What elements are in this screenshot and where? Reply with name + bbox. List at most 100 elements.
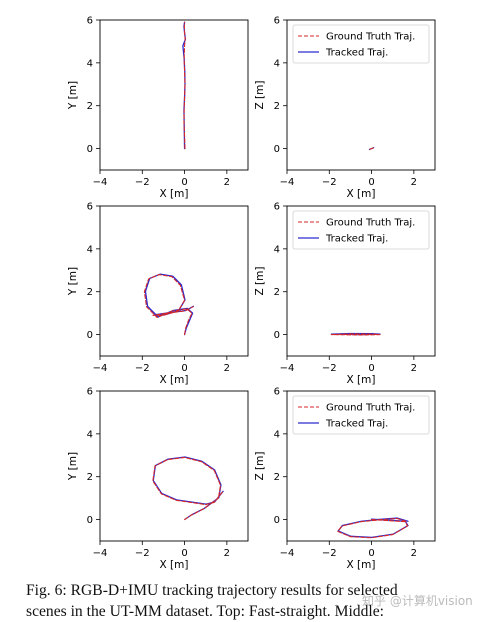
x-axis-label: X [m] — [160, 188, 189, 200]
ground-truth-trajectory-line — [337, 517, 409, 539]
y-tick-label: 0 — [274, 515, 280, 526]
panel-xz-row2: −4 −2 0 2 0 2 4 6 X [m] Z [m] Ground Truth Traj. Tr… — [254, 387, 436, 571]
legend-box — [292, 24, 430, 64]
y-tick-label: 6 — [87, 387, 93, 398]
x-tick-label: 0 — [368, 177, 374, 188]
plot-data — [152, 456, 224, 521]
y-tick-label: 4 — [87, 58, 93, 69]
x-tick-label: 0 — [181, 363, 187, 374]
x-tick-label: −2 — [322, 363, 337, 374]
x-axis-label: X [m] — [347, 559, 376, 571]
plot-data — [368, 147, 375, 151]
x-tick-label: −4 — [93, 363, 108, 374]
legend-ground-truth-label: Ground Truth Traj. — [326, 218, 415, 229]
x-tick-label: 2 — [224, 177, 230, 188]
legend: Ground Truth Traj. Tracked Traj. — [292, 395, 430, 435]
ground-truth-trajectory-line — [152, 456, 224, 521]
ground-truth-trajectory-line — [369, 147, 374, 150]
y-tick-label: 6 — [87, 16, 93, 27]
x-axis-label: X [m] — [160, 374, 189, 386]
x-tick-label: −2 — [135, 363, 150, 374]
legend: Ground Truth Traj. Tracked Traj. — [292, 210, 430, 250]
y-tick-label: 4 — [87, 429, 93, 440]
plot-data — [330, 332, 381, 336]
y-tick-label: 0 — [87, 515, 93, 526]
y-tick-label: 2 — [87, 101, 93, 112]
x-tick-label: −4 — [280, 548, 295, 559]
y-tick-label: 6 — [87, 202, 93, 213]
legend-ground-truth-label: Ground Truth Traj. — [326, 32, 415, 43]
y-tick-label: 4 — [274, 429, 280, 440]
x-tick-label: −4 — [93, 177, 108, 188]
x-tick-label: 0 — [181, 548, 187, 559]
y-axis-label: Y [m] — [67, 452, 79, 481]
y-axis-label: Y [m] — [67, 81, 79, 110]
y-tick-label: 2 — [87, 472, 93, 483]
y-axis-label: Y [m] — [67, 267, 79, 296]
y-tick-label: 0 — [87, 330, 93, 341]
panel-xz-row0: −4 −2 0 2 0 2 4 6 X [m] Z [m] Ground Truth Traj. Tr… — [254, 16, 436, 200]
panel-xy-row2: −4 −2 0 2 0 2 4 6 X [m] Y [m] — [67, 387, 249, 571]
x-axis-label: X [m] — [347, 374, 376, 386]
plot-frame — [99, 205, 249, 357]
legend-tracked-label: Tracked Traj. — [325, 48, 388, 59]
caption-line-2: scenes in the UT-MM dataset. Top: Fast-s… — [26, 603, 384, 620]
y-tick-label: 6 — [274, 387, 280, 398]
y-tick-label: 4 — [274, 58, 280, 69]
y-axis-label: Z [m] — [254, 452, 266, 481]
panel-xy-row0: −4 −2 0 2 0 2 4 6 X [m] Y [m] — [67, 16, 249, 200]
y-tick-label: 0 — [87, 144, 93, 155]
tracked-trajectory-line — [152, 456, 224, 520]
y-tick-label: 6 — [274, 202, 280, 213]
x-axis-label: X [m] — [160, 559, 189, 571]
trajectory-figure: −4 −2 0 2 0 2 4 6 X [m] Y [m] −4 −2 0 2 0 2 4 6 X [m] Z [m]… — [67, 16, 436, 571]
plot-data — [143, 273, 195, 336]
ground-truth-trajectory-line — [183, 21, 186, 150]
y-tick-label: 2 — [274, 287, 280, 298]
legend-box — [292, 210, 430, 250]
x-tick-label: −4 — [280, 177, 295, 188]
y-tick-label: 4 — [274, 244, 280, 255]
ground-truth-trajectory-line — [143, 274, 194, 336]
y-tick-label: 0 — [274, 144, 280, 155]
plot-frame — [99, 390, 249, 542]
x-tick-label: −2 — [135, 548, 150, 559]
x-tick-label: −4 — [93, 548, 108, 559]
y-tick-label: 2 — [87, 287, 93, 298]
x-tick-label: 0 — [368, 363, 374, 374]
x-tick-label: 2 — [411, 363, 417, 374]
plot-frame — [286, 390, 436, 542]
y-axis-label: Z [m] — [254, 81, 266, 110]
x-tick-label: 2 — [224, 363, 230, 374]
plot-frame — [99, 19, 249, 171]
plot-data — [182, 21, 187, 150]
legend-ground-truth-label: Ground Truth Traj. — [326, 403, 415, 414]
legend-tracked-label: Tracked Traj. — [325, 419, 388, 430]
x-tick-label: −4 — [280, 363, 295, 374]
plot-frame — [286, 19, 436, 171]
x-tick-label: −2 — [322, 548, 337, 559]
x-tick-label: 2 — [411, 177, 417, 188]
panel-xy-row1: −4 −2 0 2 0 2 4 6 X [m] Y [m] — [67, 202, 249, 386]
legend-tracked-label: Tracked Traj. — [325, 234, 388, 245]
watermark: 知乎 @计算机vision — [362, 594, 473, 608]
panel-xz-row1: −4 −2 0 2 0 2 4 6 X [m] Z [m] Ground Truth Traj. Tr… — [254, 202, 436, 386]
figure-caption: Fig. 6: RGB-D+IMU tracking trajectory re… — [26, 580, 492, 622]
y-tick-label: 2 — [274, 101, 280, 112]
caption-line-1: Fig. 6: RGB-D+IMU tracking trajectory re… — [26, 582, 398, 599]
x-tick-label: 0 — [181, 177, 187, 188]
y-tick-label: 6 — [274, 16, 280, 27]
plot-data — [337, 517, 409, 539]
y-tick-label: 0 — [274, 330, 280, 341]
ground-truth-trajectory-line — [330, 333, 381, 336]
x-tick-label: 2 — [411, 548, 417, 559]
legend-box — [292, 395, 430, 435]
y-tick-label: 4 — [87, 244, 93, 255]
x-tick-label: −2 — [135, 177, 150, 188]
x-tick-label: 0 — [368, 548, 374, 559]
y-tick-label: 2 — [274, 472, 280, 483]
plot-frame — [286, 205, 436, 357]
y-axis-label: Z [m] — [254, 267, 266, 296]
x-axis-label: X [m] — [347, 188, 376, 200]
x-tick-label: 2 — [224, 548, 230, 559]
